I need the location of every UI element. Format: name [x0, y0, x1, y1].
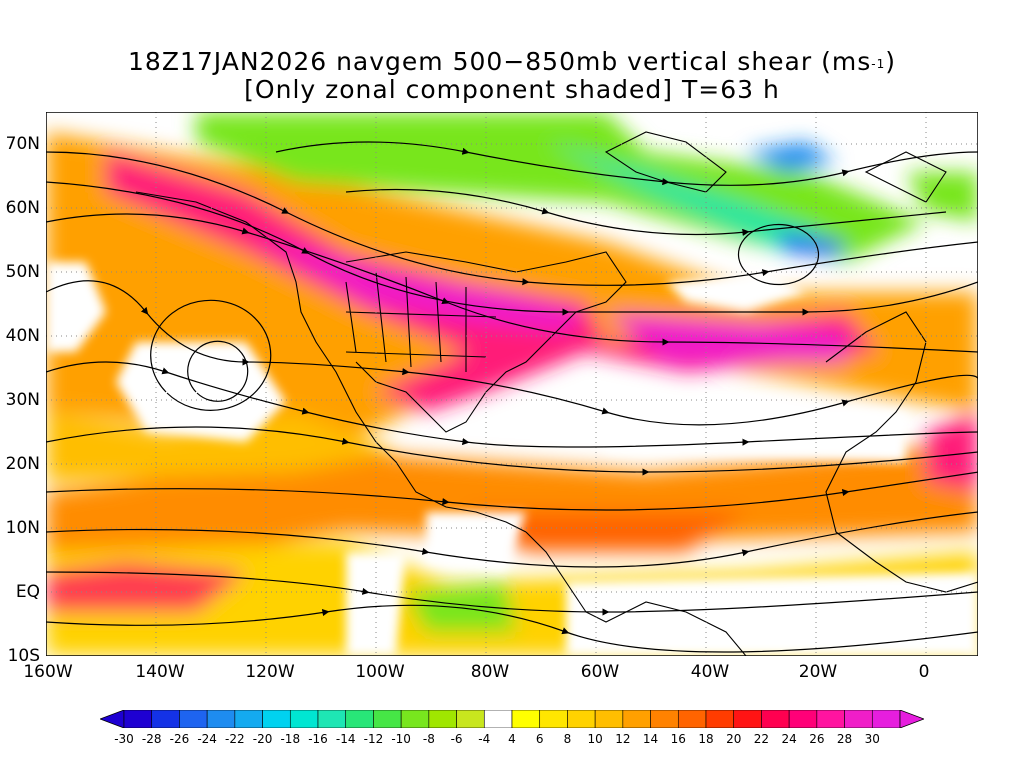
- colorbar-tick-label: -14: [335, 732, 356, 746]
- colorbar-bin: [206, 710, 236, 728]
- colorbar-tick-label: 24: [781, 732, 797, 746]
- colorbar-bin: [428, 710, 457, 728]
- colorbar-tick-label: 28: [836, 732, 853, 746]
- colorbar-bin: [539, 710, 568, 728]
- lat-label: 70N: [5, 134, 40, 154]
- colorbar-arrow-low: [100, 710, 125, 728]
- colorbar-bin: [788, 710, 818, 728]
- colorbar: [100, 710, 924, 728]
- colorbar-bin: [123, 710, 153, 728]
- colorbar-bin: [400, 710, 430, 728]
- colorbar-tick-label: 16: [670, 732, 686, 746]
- lat-label: 40N: [5, 326, 40, 346]
- colorbar-tick-label: 12: [615, 732, 631, 746]
- colorbar-bin: [705, 710, 735, 728]
- chart-title-line2: [Only zonal component shaded] T=63 h: [244, 75, 780, 104]
- colorbar-bin: [594, 710, 624, 728]
- streamlines: [46, 141, 978, 653]
- colorbar-bin: [761, 710, 790, 728]
- lat-label: 10S: [7, 646, 40, 666]
- lon-label: 160W: [23, 662, 73, 682]
- chart-title-line1: 18Z17JAN2026 navgem 500−850mb vertical s…: [128, 47, 896, 76]
- colorbar-tick-label: 18: [698, 732, 714, 746]
- colorbar-tick-label: -16: [308, 732, 328, 746]
- lat-label: 60N: [5, 198, 40, 218]
- colorbar-bin: [567, 710, 596, 728]
- lon-label: 40W: [690, 662, 730, 682]
- colorbar-tick-label: 10: [587, 732, 603, 746]
- lon-label: 100W: [355, 662, 405, 682]
- colorbar-bin: [844, 710, 873, 728]
- colorbar-bin: [622, 710, 651, 728]
- colorbar-bin: [345, 710, 374, 728]
- colorbar-bin: [456, 710, 485, 728]
- colorbar-bin: [262, 710, 291, 728]
- lon-label: 60W: [580, 662, 620, 682]
- lat-label: EQ: [15, 582, 40, 602]
- colorbar-bin: [317, 710, 347, 728]
- colorbar-bin: [650, 710, 679, 728]
- colorbar-tick-label: -6: [450, 732, 463, 746]
- colorbar-tick-label: 20: [726, 732, 742, 746]
- lat-label: 30N: [5, 390, 40, 410]
- colorbar-tick-label: -28: [141, 732, 162, 746]
- colorbar-tick-label: 4: [508, 732, 516, 746]
- lat-label: 20N: [5, 454, 40, 474]
- colorbar-bin: [179, 710, 208, 728]
- colorbar-bin: [511, 710, 541, 728]
- lon-label: 0: [918, 662, 930, 682]
- colorbar-bin: [373, 710, 402, 728]
- shear-map: [46, 112, 978, 656]
- colorbar-tick-label: -26: [169, 732, 190, 746]
- colorbar-bin: [871, 710, 901, 728]
- colorbar-bin: [483, 710, 513, 728]
- colorbar-tick-label: 30: [864, 732, 880, 746]
- colorbar-bin: [234, 710, 263, 728]
- colorbar-tick-label: 26: [809, 732, 825, 746]
- colorbar-tick-label: 8: [563, 732, 572, 746]
- colorbar-tick-label: -4: [478, 732, 491, 746]
- lat-label: 10N: [5, 518, 40, 538]
- colorbar-tick-label: -8: [422, 732, 435, 746]
- colorbar-bin: [677, 710, 707, 728]
- colorbar-tick-label: -20: [252, 732, 273, 746]
- colorbar-bin: [733, 710, 762, 728]
- lon-label: 120W: [245, 662, 295, 682]
- colorbar-arrow-high: [899, 710, 924, 728]
- colorbar-bin: [816, 710, 845, 728]
- colorbar-bin: [289, 710, 319, 728]
- colorbar-tick-label: -18: [280, 732, 301, 746]
- lon-label: 20W: [798, 662, 838, 682]
- lon-label: 140W: [135, 662, 185, 682]
- lat-label: 50N: [5, 262, 40, 282]
- colorbar-tick-label: 6: [535, 732, 544, 746]
- colorbar-tick-label: -22: [225, 732, 245, 746]
- colorbar-bin: [151, 710, 180, 728]
- lon-label: 80W: [470, 662, 510, 682]
- colorbar-tick-label: -30: [114, 732, 134, 746]
- colorbar-tick-label: 22: [753, 732, 770, 746]
- colorbar-tick-label: -10: [391, 732, 411, 746]
- colorbar-tick-label: -12: [363, 732, 384, 746]
- colorbar-tick-label: -24: [197, 732, 217, 746]
- colorbar-tick-label: 14: [642, 732, 659, 746]
